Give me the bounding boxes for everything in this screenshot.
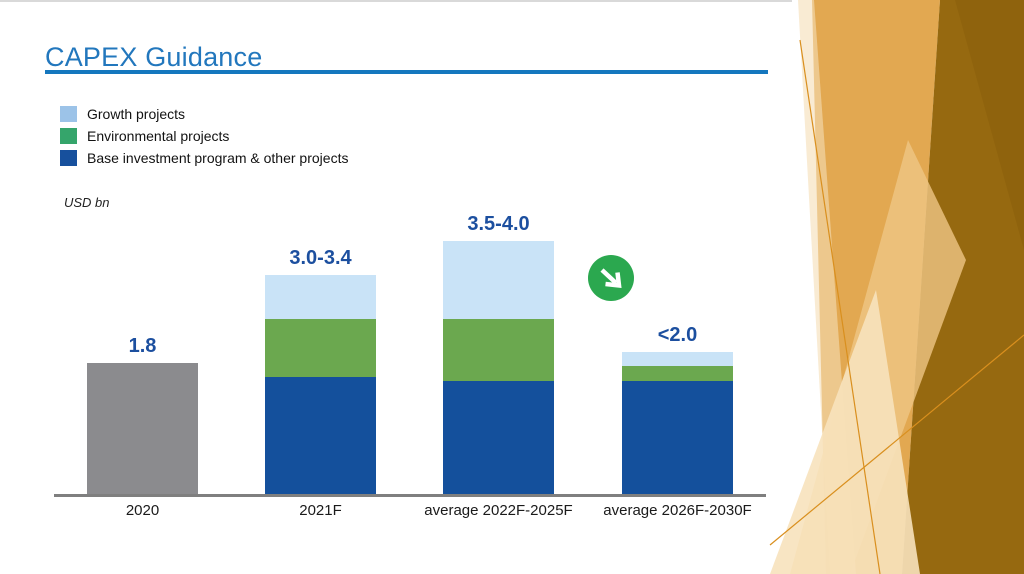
bar-average-2026F-2030F: <2.0 (622, 324, 733, 495)
bar-2020: 1.8 (87, 335, 198, 495)
bar-segment (265, 377, 376, 495)
legend-label: Base investment program & other projects (87, 150, 349, 166)
x-axis-line (54, 494, 766, 497)
bar-segment (443, 318, 554, 382)
x-axis-tick-label: 2020 (125, 502, 160, 519)
bar-segment (622, 366, 733, 382)
x-axis-tick-label: average 2022F-2025F (424, 502, 573, 519)
x-axis-tick-label: average 2026F-2030F (603, 502, 752, 519)
x-axis-tick-label: 2021F (299, 502, 342, 519)
legend-item-environmental: Environmental projects (60, 125, 348, 147)
bar-segment (622, 381, 733, 495)
legend-label: Environmental projects (87, 128, 230, 144)
title-underline (45, 70, 768, 74)
environmental-swatch-icon (60, 128, 77, 144)
bar-segment (265, 274, 376, 319)
bar-segment (265, 318, 376, 378)
bar-segment (622, 351, 733, 367)
trend-down-arrow-icon (588, 255, 634, 301)
bar-segment (443, 381, 554, 495)
legend-item-growth: Growth projects (60, 103, 348, 125)
facet-decoration (769, 0, 1024, 574)
bar-value-label: 3.5-4.0 (467, 213, 530, 236)
bar-value-label: 3.0-3.4 (289, 246, 352, 269)
bar-value-label: 1.8 (128, 334, 157, 357)
chart-legend: Growth projects Environmental projects B… (60, 103, 348, 169)
slide-top-edge (0, 0, 792, 2)
unit-label: USD bn (64, 195, 110, 210)
page-title: CAPEX Guidance (45, 42, 263, 72)
bar-value-label: <2.0 (657, 323, 698, 346)
bar-2021F: 3.0-3.4 (265, 247, 376, 495)
bar-average-2022F-2025F: 3.5-4.0 (443, 213, 554, 495)
growth-swatch-icon (60, 106, 77, 122)
bar-segment (87, 362, 198, 495)
legend-item-base-investment: Base investment program & other projects (60, 147, 348, 169)
base-investment-swatch-icon (60, 150, 77, 166)
legend-label: Growth projects (87, 106, 186, 122)
bar-segment (443, 241, 554, 319)
